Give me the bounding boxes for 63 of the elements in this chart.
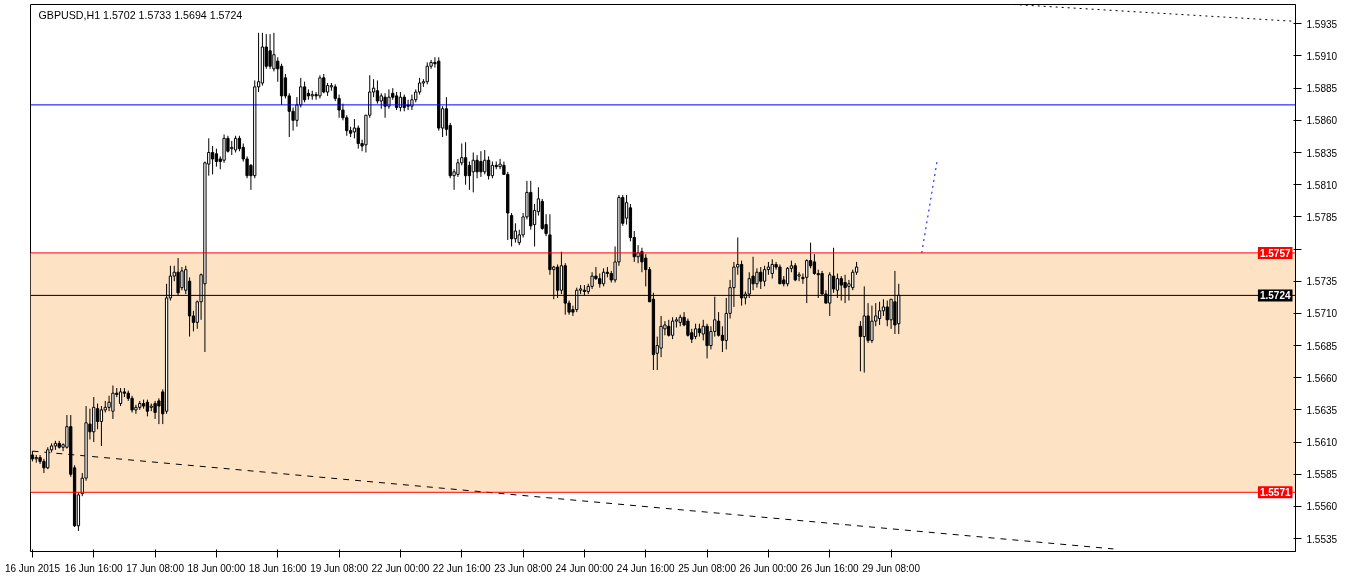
candlestick (759, 266, 763, 290)
candlestick (425, 61, 429, 85)
x-tick-label: 26 Jun 16:00 (800, 562, 860, 574)
x-tick-label: 22 Jun 00:00 (371, 562, 430, 574)
y-tick-label: 1.5535 (1306, 533, 1338, 545)
candlestick (812, 253, 817, 276)
y-tick-label: 1.5910 (1306, 50, 1338, 62)
x-tick-label: 16 Jun 16:00 (64, 562, 124, 574)
candlestick (762, 265, 767, 287)
y-tick-label: 1.5810 (1306, 179, 1338, 191)
x-tick-label: 22 Jun 16:00 (432, 562, 492, 574)
y-tick-label: 1.5685 (1306, 340, 1338, 352)
x-tick-label: 29 Jun 08:00 (862, 562, 921, 574)
x-tick-label: 23 Jun 08:00 (494, 562, 553, 574)
y-tick-label: 1.5660 (1306, 372, 1338, 384)
candlestick (778, 263, 782, 285)
ref-line-label: 1.5724 (1259, 290, 1291, 302)
candlestick (885, 300, 889, 327)
candlestick (153, 400, 157, 420)
y-tick-label: 1.5710 (1306, 308, 1338, 320)
candlestick (268, 33, 272, 70)
candlestick (479, 150, 483, 178)
y-tick-label: 1.5635 (1306, 404, 1338, 416)
candlestick (383, 92, 387, 119)
ref-line-label: 1.5757 (1259, 247, 1291, 259)
candlestick (375, 79, 380, 105)
x-tick-label: 16 Jun 2015 (4, 562, 61, 574)
candlestick (483, 149, 487, 175)
y-tick-label: 1.5785 (1306, 211, 1338, 223)
y-tick-label: 1.5860 (1306, 115, 1338, 127)
x-tick-label: 26 Jun 00:00 (739, 562, 798, 574)
x-tick-label: 24 Jun 00:00 (555, 562, 614, 574)
candlestick (471, 152, 475, 193)
candlestick (111, 384, 115, 420)
x-tick-label: 25 Jun 08:00 (678, 562, 737, 574)
chart-title: GBPUSD,H1 1.5702 1.5733 1.5694 1.5724 (38, 8, 243, 21)
candlestick (870, 305, 874, 344)
candlestick (716, 311, 721, 338)
y-tick-label: 1.5885 (1306, 83, 1338, 95)
candlestick (318, 74, 322, 99)
candlestick (770, 258, 774, 280)
x-tick-label: 18 Jun 00:00 (187, 562, 246, 574)
candlestick (509, 212, 514, 247)
x-tick-label: 18 Jun 16:00 (248, 562, 308, 574)
y-tick-label: 1.5735 (1306, 276, 1338, 288)
candlestick (210, 145, 215, 175)
candlestick (475, 154, 479, 179)
y-tick-label: 1.5585 (1306, 469, 1338, 481)
candlestick (463, 141, 468, 186)
x-tick-label: 17 Jun 08:00 (126, 562, 185, 574)
y-tick-label: 1.5560 (1306, 501, 1338, 513)
ref-line-label: 1.5571 (1259, 487, 1291, 499)
candlestick (877, 301, 882, 326)
y-tick-label: 1.5610 (1306, 437, 1338, 449)
candlestick (99, 405, 104, 447)
candlestick (107, 395, 111, 412)
x-tick-label: 19 Jun 08:00 (310, 562, 369, 574)
x-tick-label: 24 Jun 16:00 (616, 562, 676, 574)
y-tick-label: 1.5935 (1306, 18, 1338, 30)
candlestick (467, 161, 472, 191)
y-tick-label: 1.5835 (1306, 147, 1338, 159)
candlestick (95, 402, 100, 430)
candlestick (705, 323, 709, 359)
